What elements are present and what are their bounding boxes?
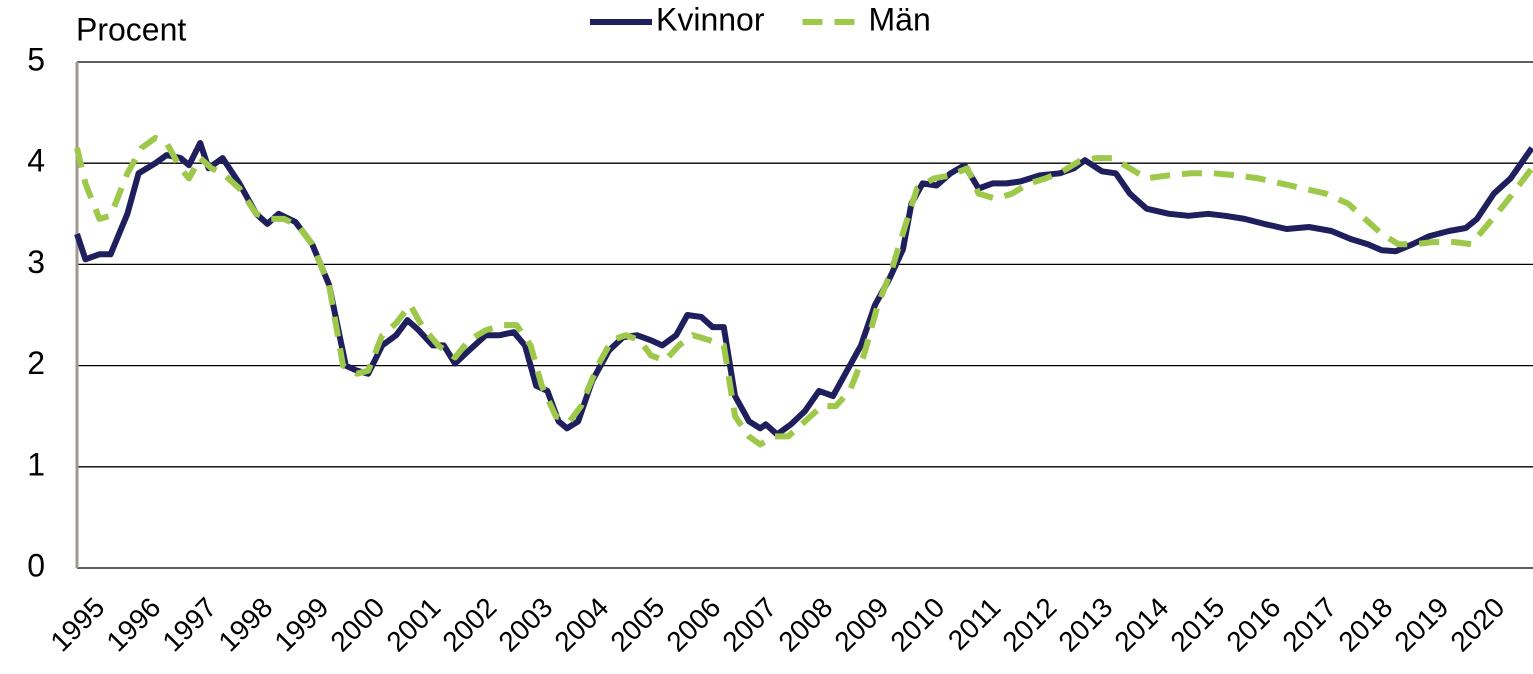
x-tick-label: 2018 bbox=[1332, 592, 1398, 658]
x-tick-label: 2002 bbox=[436, 592, 502, 658]
x-tick-label: 2008 bbox=[772, 592, 838, 658]
legend-label: Kvinnor bbox=[656, 1, 765, 37]
x-tick-label: 2011 bbox=[942, 592, 1007, 657]
x-tick-label: 2000 bbox=[324, 592, 390, 658]
y-tick-label: 3 bbox=[27, 244, 45, 280]
y-tick-label: 2 bbox=[27, 345, 45, 381]
x-tick-label: 2017 bbox=[1276, 592, 1342, 658]
x-tick-label: 2012 bbox=[996, 592, 1062, 658]
x-tick-label: 1995 bbox=[44, 592, 110, 658]
x-tick-label: 2019 bbox=[1388, 592, 1454, 658]
x-tick-label: 1996 bbox=[100, 592, 166, 658]
y-tick-label: 5 bbox=[27, 41, 45, 77]
x-tick-label: 2020 bbox=[1444, 592, 1510, 658]
data-line bbox=[74, 140, 1533, 438]
x-tick-label: 2015 bbox=[1164, 592, 1230, 658]
x-tick-label: 2004 bbox=[548, 592, 614, 658]
x-tick-label: 2016 bbox=[1220, 592, 1286, 658]
y-tick-label: 0 bbox=[27, 547, 45, 583]
x-tick-label: 2010 bbox=[884, 592, 950, 658]
x-tick-label: 1999 bbox=[268, 592, 334, 658]
x-tick-label: 2013 bbox=[1052, 592, 1118, 658]
x-tick-label: 1997 bbox=[156, 592, 222, 658]
legend-label: Män bbox=[869, 1, 931, 37]
x-tick-label: 2003 bbox=[492, 592, 558, 658]
x-tick-label: 2001 bbox=[380, 592, 446, 658]
x-tick-label: 1998 bbox=[212, 592, 278, 658]
y-tick-label: 1 bbox=[27, 446, 45, 482]
x-tick-label: 2005 bbox=[604, 592, 670, 658]
y-axis-label: Procent bbox=[76, 11, 186, 47]
x-tick-label: 2014 bbox=[1108, 592, 1174, 658]
x-tick-label: 2009 bbox=[828, 592, 894, 658]
x-tick-label: 2006 bbox=[660, 592, 726, 658]
x-tick-label: 2007 bbox=[716, 592, 782, 658]
data-line bbox=[74, 134, 1533, 448]
y-tick-label: 4 bbox=[27, 143, 45, 179]
